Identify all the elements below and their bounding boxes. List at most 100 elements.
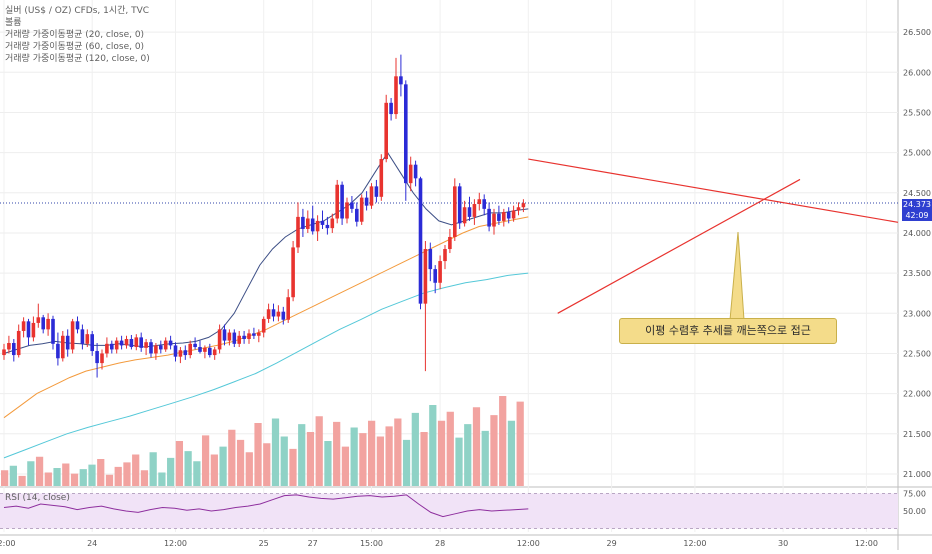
volume-bar (499, 396, 507, 486)
volume-bar (289, 448, 297, 486)
candle-body (301, 216, 305, 229)
y-tick-label: 23.000 (903, 309, 931, 318)
rsi-tick-label: 50.00 (903, 507, 926, 516)
candle-body (31, 322, 36, 338)
candle-body (350, 202, 354, 209)
candle-body (502, 212, 506, 221)
volume-bar (245, 452, 253, 486)
volume-bar (97, 459, 105, 486)
candle-body (232, 332, 237, 344)
x-tick-label: 12:00 (0, 539, 16, 548)
volume-bar (376, 436, 384, 486)
candle-body (266, 309, 271, 319)
candle-body (110, 343, 114, 350)
candle-body (413, 164, 418, 179)
annotation-callout[interactable]: 이평 수렴후 추세를 깨는쪽으로 접근 (619, 318, 837, 344)
volume-bar (333, 421, 341, 486)
volume-bar (140, 470, 149, 486)
x-tick-label: 12:00 (855, 539, 878, 548)
candle-body (310, 218, 315, 232)
candle-body (438, 261, 442, 283)
volume-bar (298, 424, 306, 486)
candle-body (144, 342, 148, 348)
candle-body (65, 335, 70, 350)
legend-ma60: 거래량 가중이동평균 (60, close, 0) (5, 42, 145, 52)
candle-body (12, 343, 16, 356)
candle-body (511, 210, 516, 219)
candle-body (271, 309, 276, 317)
volume-bar (481, 430, 489, 486)
candle-body (374, 186, 379, 197)
candle-body (139, 337, 143, 348)
volume-bar (306, 432, 315, 486)
volume-bar (341, 446, 350, 486)
candle-body (462, 207, 467, 224)
volume-bar (464, 424, 472, 486)
candle-body (369, 186, 374, 206)
x-tick-label: 25 (259, 539, 269, 548)
candle-body (457, 186, 462, 224)
candle-body (423, 249, 428, 304)
volume-bar (175, 441, 184, 486)
candle-body (261, 318, 266, 333)
x-tick-label: 15:00 (360, 539, 383, 548)
candle-body (497, 213, 501, 221)
candle-body (61, 335, 65, 359)
candle-body (173, 345, 178, 357)
volume-bar (394, 418, 402, 486)
candle-body (364, 197, 369, 206)
candle-body (183, 350, 188, 356)
candle-body (85, 334, 90, 344)
volume-bar (411, 412, 419, 486)
volume-bar (315, 416, 323, 486)
candle-body (320, 220, 325, 225)
y-tick-label: 21.500 (903, 430, 931, 439)
y-tick-label: 22.000 (903, 390, 931, 399)
candle-body (296, 216, 300, 248)
candle-body (521, 203, 526, 208)
volume-bar (507, 420, 516, 486)
candle-body (168, 340, 173, 346)
legend-ma120: 거래량 가중이동평균 (120, close, 0) (5, 54, 150, 64)
candle-body (134, 337, 139, 348)
candle-body (119, 340, 124, 346)
volume-bar (455, 437, 463, 486)
candle-body (291, 247, 295, 298)
volume-bar (254, 423, 262, 486)
volume-bar (368, 420, 376, 486)
volume-bar (53, 468, 61, 486)
volume-bar (158, 472, 166, 486)
candle-body (36, 317, 41, 323)
candle-body (433, 269, 437, 283)
candle-body (276, 311, 281, 317)
candle-body (492, 213, 496, 227)
candle-body (2, 349, 6, 356)
candle-body (428, 249, 433, 270)
y-tick-label: 21.000 (903, 470, 931, 479)
candle-body (105, 343, 109, 354)
volume-bar (280, 436, 288, 486)
volume-bar (429, 405, 437, 486)
volume-bar (1, 470, 9, 486)
volume-bar (201, 435, 210, 486)
candle-body (418, 178, 423, 304)
candle-body (51, 318, 55, 344)
candle-body (306, 218, 310, 229)
volume-bar (132, 454, 140, 486)
x-tick-label: 24 (87, 539, 97, 548)
candle-body (340, 184, 344, 219)
candle-body (217, 329, 222, 350)
candle-body (7, 343, 11, 350)
candle-body (95, 351, 99, 364)
volume-bar (359, 433, 367, 486)
volume-bar (35, 456, 44, 486)
trendline (557, 178, 801, 314)
candle-body (467, 207, 472, 217)
candle-body (335, 184, 339, 219)
rsi-band (0, 493, 898, 529)
candle-body (482, 199, 486, 209)
volume-bar (88, 464, 96, 486)
candle-body (100, 353, 104, 364)
